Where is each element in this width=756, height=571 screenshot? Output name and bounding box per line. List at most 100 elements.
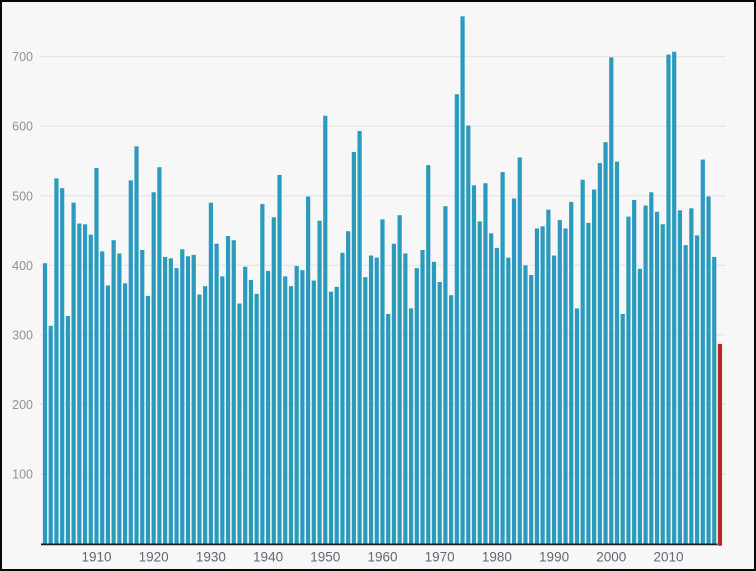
bar[interactable] [689, 208, 694, 545]
bar[interactable] [609, 57, 614, 545]
bar[interactable] [60, 188, 65, 545]
bar[interactable] [477, 221, 482, 546]
bar[interactable] [637, 268, 642, 545]
bar[interactable] [551, 255, 557, 545]
bar[interactable] [203, 286, 208, 545]
bar[interactable] [454, 94, 459, 546]
bar[interactable] [529, 275, 534, 545]
bar[interactable] [489, 233, 494, 545]
bar[interactable] [88, 234, 93, 545]
bar[interactable] [363, 277, 368, 545]
bar[interactable] [683, 245, 688, 545]
bar[interactable] [317, 220, 322, 546]
bar[interactable] [42, 263, 48, 545]
bar[interactable] [500, 172, 505, 545]
bar[interactable] [77, 223, 82, 545]
bar[interactable] [368, 255, 374, 545]
bar[interactable] [185, 256, 191, 545]
bar[interactable] [157, 167, 162, 546]
bar[interactable] [626, 216, 631, 545]
bar[interactable] [220, 276, 225, 545]
bar[interactable] [214, 243, 219, 546]
bar[interactable] [700, 159, 705, 545]
bar[interactable] [654, 211, 660, 545]
bar[interactable] [306, 196, 311, 545]
bar[interactable] [374, 257, 379, 545]
bar[interactable] [168, 258, 173, 545]
bar[interactable] [694, 235, 700, 545]
bar[interactable] [632, 199, 637, 546]
bar[interactable] [620, 313, 625, 545]
bar[interactable] [271, 217, 276, 545]
bar[interactable] [586, 222, 591, 545]
bar[interactable] [386, 313, 391, 545]
bar[interactable] [94, 167, 99, 545]
bar[interactable] [403, 253, 408, 546]
bar[interactable] [557, 220, 562, 545]
bar[interactable] [420, 250, 425, 545]
bar[interactable] [265, 270, 271, 545]
bar[interactable] [134, 146, 139, 545]
bar[interactable] [300, 270, 305, 545]
bar[interactable] [449, 295, 454, 545]
bar[interactable] [408, 308, 414, 545]
bar[interactable] [660, 224, 665, 545]
bar[interactable] [151, 192, 156, 545]
bar[interactable] [65, 316, 70, 545]
bar[interactable] [494, 247, 499, 545]
bar[interactable] [391, 243, 397, 546]
bar[interactable] [117, 253, 122, 546]
bar[interactable] [672, 51, 677, 545]
bar[interactable] [523, 265, 528, 545]
bar[interactable] [569, 202, 574, 545]
bar[interactable] [231, 240, 236, 545]
bar[interactable] [254, 293, 259, 545]
bar[interactable] [225, 236, 231, 545]
bar[interactable] [283, 276, 288, 545]
bar[interactable] [180, 249, 185, 546]
bar[interactable] [248, 279, 254, 545]
bar[interactable] [534, 228, 540, 545]
bar[interactable] [466, 125, 471, 546]
bar[interactable] [140, 250, 145, 545]
bar[interactable] [100, 251, 105, 545]
bar[interactable] [277, 174, 282, 545]
bar[interactable] [105, 285, 111, 545]
bar[interactable] [443, 206, 448, 545]
bar[interactable] [574, 308, 580, 545]
bar[interactable] [426, 165, 431, 545]
bar[interactable] [54, 178, 59, 546]
bar[interactable] [506, 257, 511, 545]
bar[interactable] [351, 151, 356, 545]
bar[interactable] [288, 286, 294, 545]
bar[interactable] [414, 268, 419, 545]
bar[interactable] [592, 189, 597, 546]
bar[interactable] [380, 219, 385, 545]
bar[interactable] [706, 196, 711, 545]
bar[interactable] [563, 228, 568, 545]
bar[interactable] [460, 16, 465, 546]
bar[interactable] [294, 266, 299, 545]
bar[interactable] [82, 224, 88, 545]
bar[interactable] [483, 183, 488, 546]
bar[interactable] [397, 215, 402, 545]
bar[interactable] [243, 266, 248, 545]
bar[interactable] [174, 268, 179, 545]
bar[interactable] [334, 286, 339, 545]
bar[interactable] [614, 161, 620, 546]
bar[interactable] [431, 261, 437, 545]
bar[interactable] [357, 131, 362, 545]
bar[interactable] [603, 142, 608, 545]
bar[interactable] [48, 325, 53, 545]
bar[interactable] [666, 54, 671, 546]
bar[interactable] [237, 303, 242, 545]
bar[interactable] [128, 180, 133, 545]
bar[interactable] [191, 254, 196, 545]
bar[interactable] [208, 202, 213, 545]
bar[interactable] [597, 163, 602, 545]
bar[interactable] [580, 179, 585, 545]
bar[interactable] [546, 209, 551, 545]
bar[interactable] [511, 198, 517, 545]
bar[interactable] [145, 295, 151, 545]
bar[interactable] [517, 157, 522, 546]
